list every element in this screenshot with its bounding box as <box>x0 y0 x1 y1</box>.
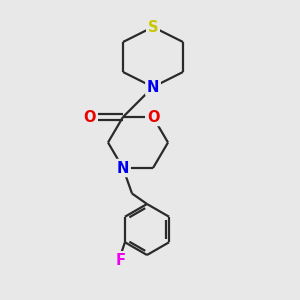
Text: F: F <box>116 253 125 268</box>
Text: N: N <box>147 80 159 94</box>
Text: N: N <box>117 160 129 175</box>
Text: S: S <box>148 20 158 34</box>
Text: O: O <box>84 110 96 124</box>
Text: O: O <box>147 110 159 124</box>
